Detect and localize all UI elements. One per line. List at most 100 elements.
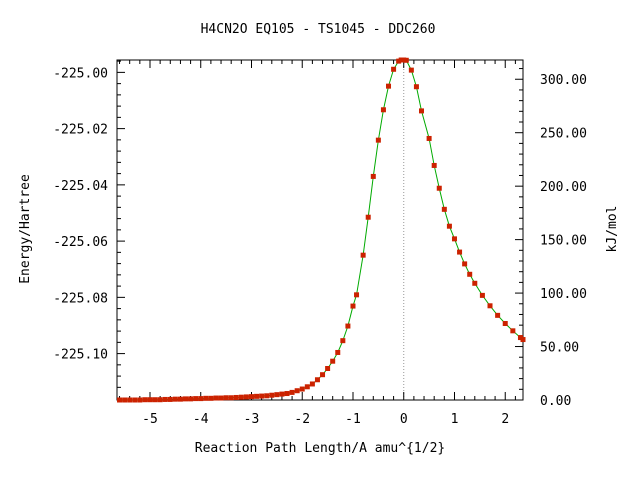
data-point xyxy=(218,395,224,401)
data-point xyxy=(193,396,199,402)
plot-frame xyxy=(116,59,524,401)
data-point xyxy=(284,391,290,397)
data-point xyxy=(157,397,163,403)
x-axis: -5 -4 -3 -2 -1 0 1 2 xyxy=(119,60,516,427)
data-point xyxy=(264,393,270,399)
data-point xyxy=(299,386,305,392)
data-point xyxy=(314,377,320,383)
data-point xyxy=(294,388,300,394)
y-axis-label: Energy/Hartree xyxy=(18,174,33,284)
data-point xyxy=(330,358,336,364)
data-point xyxy=(325,366,331,372)
data-point xyxy=(254,393,260,399)
energy-curve xyxy=(119,59,524,401)
data-point xyxy=(132,397,138,403)
data-point xyxy=(320,372,326,378)
y2-tick-label: 150.00 xyxy=(540,234,587,249)
data-point xyxy=(380,107,386,113)
data-point xyxy=(127,397,133,403)
data-point xyxy=(354,292,360,298)
data-point xyxy=(398,57,404,63)
data-points xyxy=(117,57,526,403)
data-point xyxy=(365,214,371,220)
data-point xyxy=(147,397,153,403)
data-point xyxy=(304,384,310,390)
data-point xyxy=(213,395,219,401)
data-point xyxy=(142,397,148,403)
data-point xyxy=(269,392,275,398)
data-point xyxy=(233,394,239,400)
data-point xyxy=(520,337,526,343)
y-tick-label: -225.06 xyxy=(53,235,108,250)
x-tick-label: -3 xyxy=(244,412,260,427)
data-point xyxy=(517,335,523,341)
y2-tick-label: 0.00 xyxy=(540,394,571,409)
y-tick-label: -225.04 xyxy=(53,179,108,194)
data-point xyxy=(162,396,168,402)
chart-title: H4CN2O EQ105 - TS1045 - DDC260 xyxy=(201,22,436,37)
y2-tick-label: 100.00 xyxy=(540,287,587,302)
y2-tick-label: 250.00 xyxy=(540,127,587,142)
data-point xyxy=(457,249,463,255)
data-point xyxy=(152,397,158,403)
data-point xyxy=(208,395,214,401)
data-point xyxy=(183,396,189,402)
data-point xyxy=(248,394,254,400)
x-tick-label: -4 xyxy=(193,412,209,427)
data-point xyxy=(431,162,437,168)
data-point xyxy=(122,397,128,403)
data-point xyxy=(238,394,244,400)
data-point xyxy=(510,328,516,334)
y-tick-label: -225.08 xyxy=(53,291,108,306)
x-tick-label: 2 xyxy=(501,412,509,427)
data-point xyxy=(386,83,392,89)
data-point xyxy=(502,321,508,327)
y2-tick-label: 200.00 xyxy=(540,180,587,195)
data-point xyxy=(309,381,315,387)
data-point xyxy=(436,185,442,191)
data-point xyxy=(462,261,468,267)
y2-axis-label: kJ/mol xyxy=(605,206,620,253)
y-axis-right: 0.00 50.00 100.00 150.00 200.00 250.00 300.00 xyxy=(515,68,587,409)
y-tick-label: -225.02 xyxy=(53,123,108,138)
x-tick-label: 1 xyxy=(451,412,459,427)
data-point xyxy=(375,137,381,143)
y2-tick-label: 300.00 xyxy=(540,73,587,88)
data-point xyxy=(188,396,194,402)
data-point xyxy=(274,392,280,398)
x-tick-label: -2 xyxy=(294,412,310,427)
data-point xyxy=(403,57,409,63)
data-point xyxy=(203,395,209,401)
data-point xyxy=(340,338,346,344)
data-point xyxy=(472,280,478,286)
data-point xyxy=(137,397,143,403)
data-point xyxy=(426,135,432,141)
data-point xyxy=(360,252,366,258)
data-point xyxy=(289,389,295,395)
x-tick-label: -5 xyxy=(142,412,158,427)
data-point xyxy=(413,84,419,90)
data-point xyxy=(243,394,249,400)
y-axis-left: -225.00 -225.02 -225.04 -225.06 -225.08 -225.… xyxy=(53,60,125,400)
data-point xyxy=(451,236,457,242)
data-point xyxy=(370,173,376,179)
x-tick-label: -1 xyxy=(345,412,361,427)
data-point xyxy=(172,396,178,402)
data-point xyxy=(441,206,447,212)
data-point xyxy=(117,397,123,403)
y-tick-label: -225.00 xyxy=(53,66,108,81)
data-point xyxy=(396,58,402,64)
data-point xyxy=(335,349,341,355)
data-point xyxy=(401,57,407,63)
data-point xyxy=(167,396,173,402)
data-point xyxy=(259,393,265,399)
data-point xyxy=(228,395,234,401)
data-point xyxy=(408,67,414,73)
data-point xyxy=(350,303,356,309)
x-axis-label: Reaction Path Length/A amu^{1/2} xyxy=(195,441,445,456)
data-point xyxy=(487,303,493,309)
data-point xyxy=(419,108,424,114)
x-tick-label: 0 xyxy=(400,412,408,427)
data-point xyxy=(495,312,501,318)
